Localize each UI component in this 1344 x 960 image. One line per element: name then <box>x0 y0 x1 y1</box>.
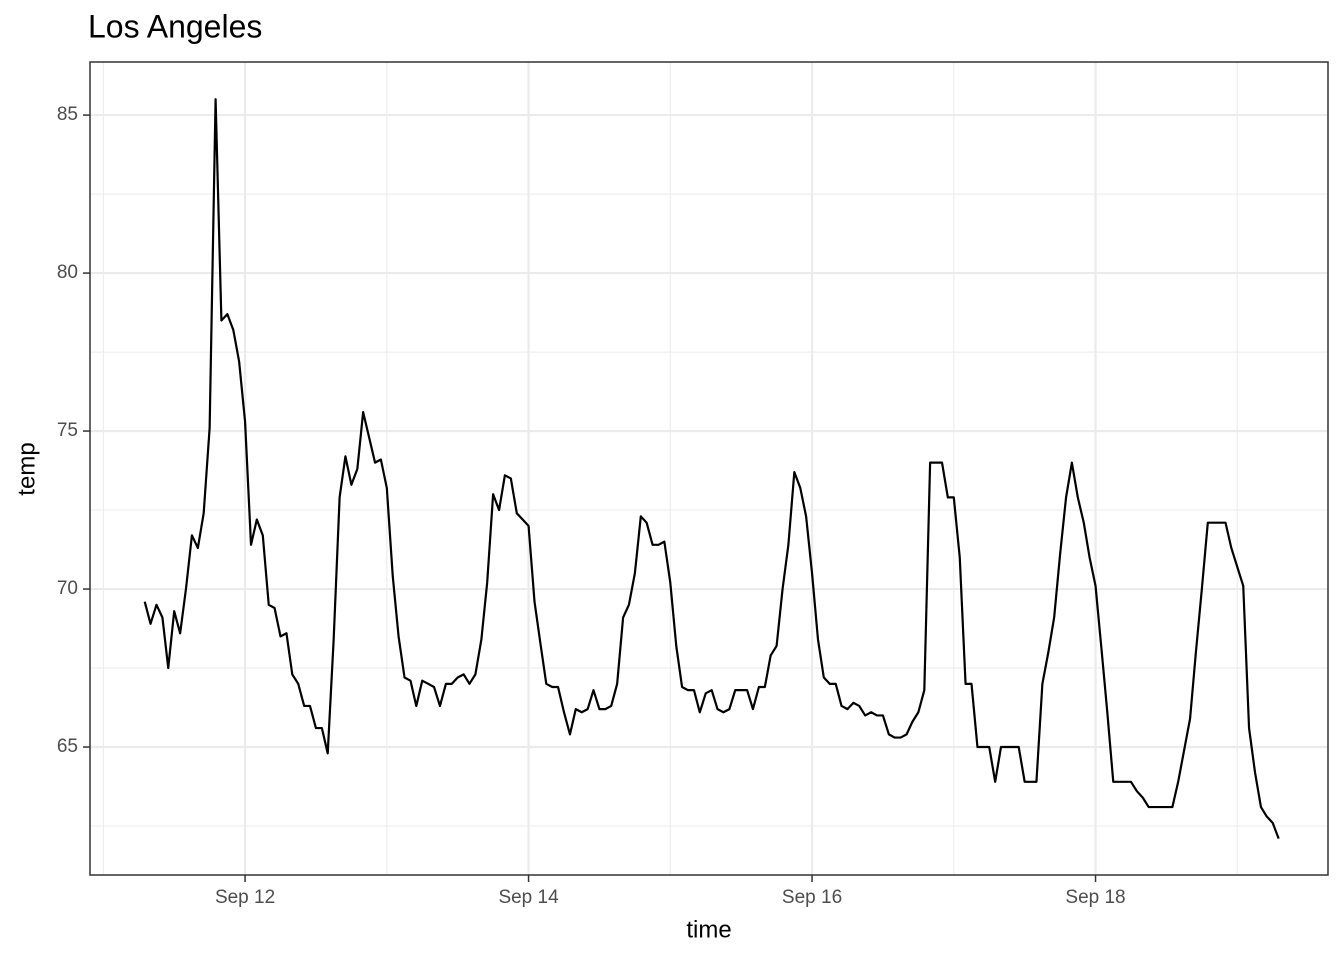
temp-line <box>143 98 1280 840</box>
x-tick-label: Sep 16 <box>782 887 842 908</box>
x-tick-label: Sep 14 <box>498 887 559 908</box>
grid <box>90 62 1328 875</box>
x-tick-label: Sep 18 <box>1065 887 1125 908</box>
y-tick-label: 65 <box>57 736 78 757</box>
y-axis-title: temp <box>13 442 40 495</box>
marks <box>143 98 1280 840</box>
x-axis-title: time <box>686 916 731 943</box>
y-tick-label: 75 <box>57 420 78 441</box>
chart-title: Los Angeles <box>88 8 262 44</box>
y-tick-label: 70 <box>57 578 78 599</box>
y-tick-label: 80 <box>57 262 78 283</box>
panel-border <box>89 61 1329 876</box>
x-tick-label: Sep 12 <box>215 887 275 908</box>
y-tick-label: 85 <box>57 104 78 125</box>
